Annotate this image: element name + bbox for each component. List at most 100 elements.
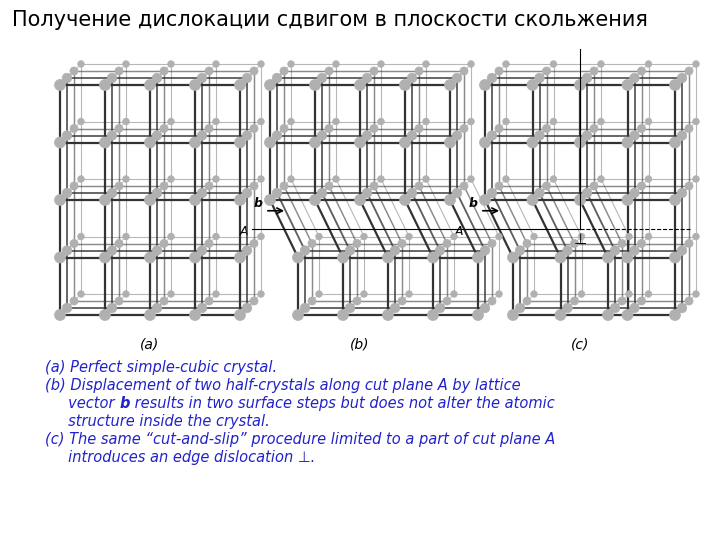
Circle shape [670,79,680,91]
Circle shape [288,176,294,183]
Circle shape [626,291,632,298]
Circle shape [145,137,156,148]
Circle shape [575,137,585,148]
Circle shape [354,194,366,206]
Circle shape [487,131,497,140]
Circle shape [362,131,372,140]
Circle shape [598,118,604,125]
Circle shape [62,188,72,198]
Circle shape [630,303,639,313]
Circle shape [693,118,699,125]
Circle shape [280,67,288,75]
Circle shape [523,297,531,305]
Circle shape [618,297,626,305]
Circle shape [637,67,646,75]
Circle shape [338,309,348,321]
Circle shape [122,118,130,125]
Circle shape [503,60,509,68]
Circle shape [460,67,468,75]
Circle shape [122,176,130,183]
Circle shape [637,182,646,190]
Circle shape [197,246,207,255]
Circle shape [460,124,468,132]
Circle shape [212,60,220,68]
Circle shape [678,131,687,140]
Circle shape [678,188,687,198]
Circle shape [333,176,339,183]
Circle shape [637,239,646,247]
Circle shape [361,291,367,298]
Circle shape [693,291,699,298]
Circle shape [423,176,429,183]
Circle shape [415,182,423,190]
Text: A: A [240,225,248,238]
Circle shape [468,118,474,125]
Circle shape [197,188,207,198]
Circle shape [378,176,384,183]
Circle shape [189,137,200,148]
Circle shape [250,239,258,247]
Circle shape [152,246,162,255]
Circle shape [508,309,518,321]
Circle shape [62,73,72,83]
Circle shape [152,303,162,313]
Circle shape [444,79,456,91]
Circle shape [582,188,592,198]
Circle shape [78,233,84,240]
Circle shape [107,188,117,198]
Circle shape [382,309,394,321]
Circle shape [443,297,451,305]
Circle shape [527,79,538,91]
Circle shape [272,73,282,83]
Circle shape [495,124,503,132]
Circle shape [423,60,429,68]
Circle shape [168,176,174,183]
Circle shape [318,73,327,83]
Circle shape [242,303,252,313]
Circle shape [405,233,413,240]
Circle shape [685,182,693,190]
Circle shape [405,291,413,298]
Circle shape [300,303,310,313]
Text: structure inside the crystal.: structure inside the crystal. [45,414,270,429]
Circle shape [264,194,276,206]
Circle shape [318,188,327,198]
Circle shape [435,246,445,255]
Circle shape [622,137,633,148]
Circle shape [570,239,579,247]
Circle shape [168,60,174,68]
Circle shape [645,233,652,240]
Circle shape [189,252,200,263]
Circle shape [333,60,339,68]
Circle shape [400,194,410,206]
Circle shape [630,73,639,83]
Circle shape [495,67,503,75]
Circle shape [408,73,417,83]
Circle shape [152,73,162,83]
Circle shape [531,291,537,298]
Circle shape [637,297,646,305]
Circle shape [472,252,484,263]
Circle shape [503,118,509,125]
Circle shape [408,131,417,140]
Circle shape [250,124,258,132]
Circle shape [354,137,366,148]
Text: A: A [454,225,463,238]
Circle shape [378,60,384,68]
Circle shape [78,118,84,125]
Circle shape [258,118,264,125]
Circle shape [423,118,429,125]
Circle shape [451,291,457,298]
Circle shape [487,188,497,198]
Circle shape [362,188,372,198]
Text: (b): (b) [350,337,370,351]
Circle shape [390,246,400,255]
Circle shape [55,137,66,148]
Circle shape [527,194,538,206]
Text: b: b [469,197,478,210]
Circle shape [472,309,484,321]
Circle shape [452,188,462,198]
Circle shape [480,79,490,91]
Circle shape [250,67,258,75]
Circle shape [693,176,699,183]
